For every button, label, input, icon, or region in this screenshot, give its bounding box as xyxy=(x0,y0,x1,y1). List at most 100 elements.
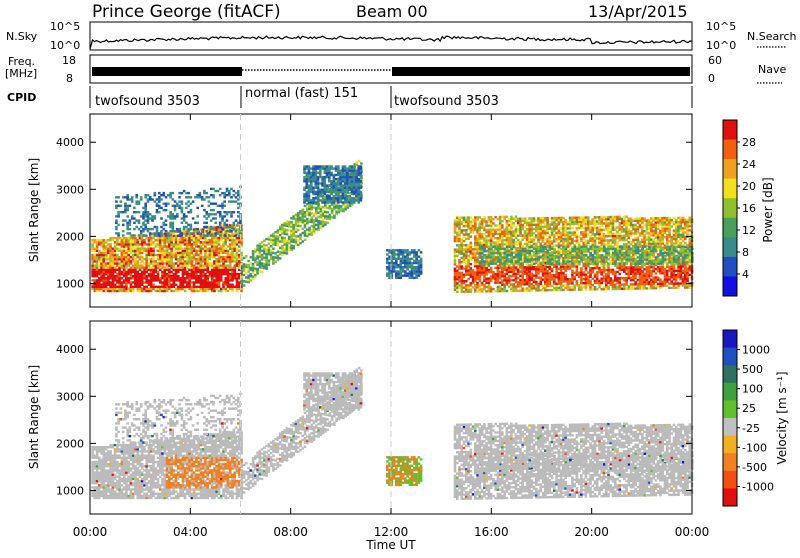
power-cell xyxy=(339,184,342,186)
power-cell xyxy=(200,284,203,286)
power-cell xyxy=(150,275,153,277)
power-cell xyxy=(272,237,275,239)
power-cell xyxy=(203,209,206,211)
power-cell xyxy=(567,284,570,286)
power-cell xyxy=(315,224,318,226)
power-cell xyxy=(297,240,300,242)
power-cell xyxy=(576,282,579,284)
power-cell xyxy=(184,269,187,271)
power-cell xyxy=(479,265,482,267)
power-cell xyxy=(560,221,563,223)
power-cell xyxy=(357,201,360,203)
power-cell xyxy=(470,227,473,229)
power-cell xyxy=(281,249,284,251)
power-cell xyxy=(461,265,464,267)
power-cell xyxy=(172,230,175,232)
power-cell xyxy=(224,273,227,275)
power-cell xyxy=(331,212,334,214)
power-cell xyxy=(161,275,164,277)
power-cell xyxy=(330,201,333,203)
power-cell xyxy=(233,194,236,196)
power-cell xyxy=(164,252,167,254)
power-cell xyxy=(136,281,139,283)
power-cell xyxy=(98,290,101,292)
power-cell xyxy=(112,273,115,275)
power-cell xyxy=(195,243,198,245)
power-cell xyxy=(126,196,129,198)
power-cell xyxy=(585,229,588,231)
power-cell xyxy=(560,287,563,289)
power-cell xyxy=(206,277,209,279)
power-cell xyxy=(200,237,203,239)
power-cell xyxy=(205,192,208,194)
power-cell xyxy=(168,256,171,258)
power-cell xyxy=(103,252,106,254)
power-cell xyxy=(134,286,137,288)
power-cell xyxy=(195,250,198,252)
power-cell xyxy=(506,231,509,233)
power-cell xyxy=(490,269,493,271)
power-cell xyxy=(150,284,153,286)
power-cell xyxy=(297,214,300,216)
power-cell xyxy=(117,224,120,226)
power-cell xyxy=(537,236,540,238)
power-cell xyxy=(337,199,340,201)
power-cell xyxy=(526,266,529,268)
power-cell xyxy=(195,273,198,275)
power-cell xyxy=(288,236,291,238)
power-cell xyxy=(333,217,336,219)
power-cell xyxy=(133,207,136,209)
power-cell xyxy=(173,279,176,281)
power-cell xyxy=(217,190,220,192)
power-cell xyxy=(355,195,358,197)
power-cell xyxy=(281,228,284,230)
power-cell xyxy=(474,242,477,244)
power-cell xyxy=(470,250,473,252)
power-cell xyxy=(571,270,574,272)
power-cell xyxy=(230,188,233,190)
power-cell xyxy=(576,238,579,240)
power-cell xyxy=(206,260,209,262)
power-cell xyxy=(124,211,127,213)
power-cell xyxy=(490,244,493,246)
power-cell xyxy=(139,286,142,288)
power-cell xyxy=(193,267,196,269)
power-cell xyxy=(173,254,176,256)
power-cell xyxy=(461,278,464,280)
power-cell xyxy=(463,282,466,284)
power-cell xyxy=(596,222,599,224)
power-cell xyxy=(312,199,315,201)
power-cell xyxy=(465,221,468,223)
power-cell xyxy=(470,259,473,261)
power-cell xyxy=(481,290,484,292)
power-cell xyxy=(187,211,190,213)
power-cell xyxy=(117,213,120,215)
power-cell xyxy=(328,167,331,169)
power-cell xyxy=(226,213,229,215)
power-cell xyxy=(179,284,182,286)
power-cell xyxy=(98,267,101,269)
power-cell xyxy=(187,230,190,232)
power-cell xyxy=(553,266,556,268)
power-cell xyxy=(185,234,188,236)
power-cell xyxy=(174,207,177,209)
power-cell xyxy=(317,201,320,203)
power-cell xyxy=(308,199,311,201)
power-cell xyxy=(555,240,558,242)
power-cell xyxy=(549,272,552,274)
power-cell xyxy=(144,215,147,217)
power-cell xyxy=(292,232,295,234)
power-cell xyxy=(360,167,363,169)
power-cell xyxy=(517,243,520,245)
power-cell xyxy=(223,196,226,198)
power-cell xyxy=(355,189,358,191)
power-cell xyxy=(183,219,186,221)
power-cell xyxy=(551,268,554,270)
power-cell xyxy=(173,264,176,266)
power-cell xyxy=(141,252,144,254)
power-cell xyxy=(335,189,338,191)
power-cell xyxy=(236,256,239,258)
power-cell xyxy=(481,227,484,229)
power-cell xyxy=(220,264,223,266)
power-cell xyxy=(109,267,112,269)
